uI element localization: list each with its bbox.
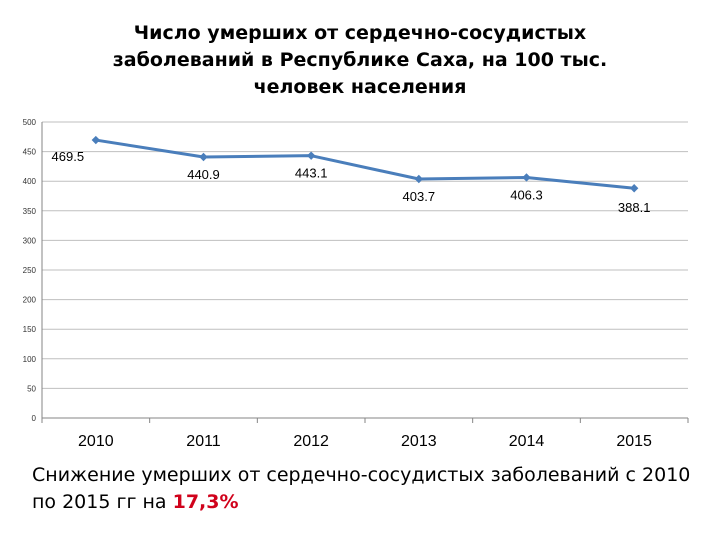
y-tick-label: 450: [23, 148, 37, 157]
data-point-marker: [306, 151, 316, 160]
line-chart: 0 50 100 150 200 250 300 350 400 450 500 2010 2011 20…: [23, 118, 689, 450]
data-label: 440.9: [187, 167, 220, 182]
data-label: 406.3: [510, 187, 543, 202]
data-label: 388.1: [618, 200, 651, 215]
data-point-marker: [91, 135, 101, 145]
x-tick-label: 2015: [616, 433, 652, 450]
series-layer: [91, 135, 639, 193]
data-label: 469.5: [52, 149, 85, 164]
summary-caption: Снижение умерших от сердечно-сосудистых …: [32, 462, 712, 516]
x-tick-label: 2011: [186, 433, 221, 450]
y-tick-label: 50: [27, 384, 36, 393]
data-point-marker: [199, 152, 208, 162]
y-tick-label: 400: [23, 177, 37, 186]
data-point-marker: [522, 173, 531, 182]
x-tick-label: 2014: [509, 433, 545, 450]
chart-title-line-1: Число умерших от сердечно-сосудистых: [133, 22, 587, 44]
chart-title: Число умерших от сердечно-сосудистых заб…: [80, 20, 640, 101]
y-tick-label: 150: [23, 325, 37, 334]
chart-title-line-2: заболеваний в Республике Саха, на 100 ты…: [112, 49, 608, 71]
y-tick-label: 250: [23, 266, 37, 275]
data-label: 443.1: [295, 166, 328, 181]
x-tick-label: 2010: [78, 433, 114, 450]
axis-layer: 0 50 100 150 200 250 300 350 400 450 500 2010 2011 20…: [23, 118, 689, 450]
y-tick-label: 500: [23, 118, 37, 127]
y-tick-label: 100: [23, 355, 37, 364]
chart-title-line-3: человек населения: [253, 76, 467, 98]
x-tick-label: 2012: [293, 433, 329, 450]
x-tick-label: 2013: [401, 433, 437, 450]
data-label: 403.7: [403, 189, 436, 204]
y-tick-label: 300: [23, 236, 37, 245]
data-label-layer: 469.5 440.9 443.1 403.7 406.3 388.1: [52, 149, 651, 215]
data-point-marker: [414, 174, 424, 184]
data-point-marker: [629, 184, 639, 193]
y-tick-label: 200: [23, 296, 37, 305]
series-line: [95, 138, 635, 190]
caption-text: Снижение умерших от сердечно-сосудистых …: [32, 464, 691, 513]
y-tick-label: 350: [23, 207, 37, 216]
caption-highlight: 17,3%: [172, 491, 239, 513]
y-tick-label: 0: [32, 414, 37, 423]
